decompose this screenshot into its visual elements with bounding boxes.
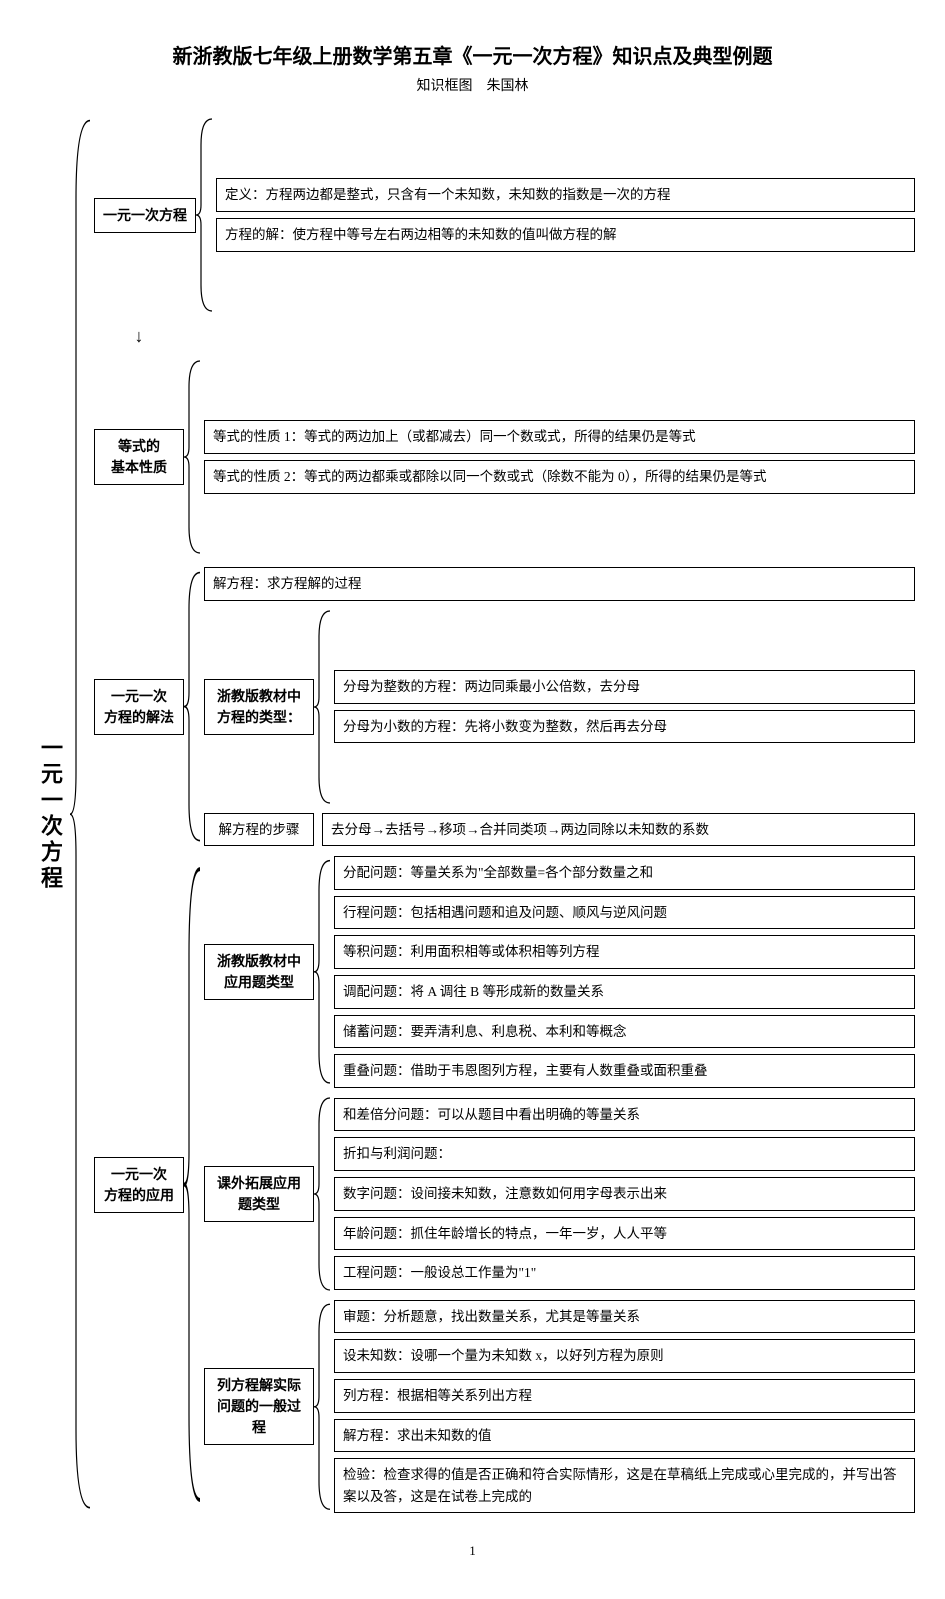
leaf-node: 解方程：求出未知数的值	[334, 1419, 915, 1453]
page-subtitle: 知识框图 朱国林	[30, 75, 915, 95]
leaf-node: 和差倍分问题：可以从题目中看出明确的等量关系	[334, 1098, 915, 1132]
leaf-node: 年龄问题：抓住年龄增长的特点，一年一岁，人人平等	[334, 1217, 915, 1251]
leaf-node: 审题：分析题意，找出数量关系，尤其是等量关系	[334, 1300, 915, 1334]
leaf-node: 解方程的步骤	[204, 813, 314, 847]
bracket-icon	[314, 856, 334, 1088]
leaf-node: 去分母→去括号→移项→合并同类项→两边同除以未知数的系数	[322, 813, 915, 847]
branch-node: 一元一次方程	[94, 198, 196, 233]
leaf-node: 解方程：求方程解的过程	[204, 567, 915, 601]
branch-node: 列方程解实际 问题的一般过 程	[204, 1368, 314, 1445]
leaf-node: 分配问题：等量关系为"全部数量=各个部分数量之和	[334, 856, 915, 890]
arrow-down-icon: ↓	[94, 327, 184, 345]
branch-node: 浙教版教材中 应用题类型	[204, 944, 314, 1000]
leaf-node: 定义：方程两边都是整式，只含有一个未知数，未知数的指数是一次的方程	[216, 178, 915, 212]
branch-node: 课外拓展应用 题类型	[204, 1166, 314, 1222]
leaf-node: 重叠问题：借助于韦恩图列方程，主要有人数重叠或面积重叠	[334, 1054, 915, 1088]
leaf-node: 分母为整数的方程：两边同乘最小公倍数，去分母	[334, 670, 915, 704]
subtitle-right: 朱国林	[487, 79, 529, 94]
bracket-icon	[184, 856, 204, 1513]
leaf-node: 设未知数：设哪一个量为未知数 x，以好列方程为原则	[334, 1339, 915, 1373]
branch-node: 等式的 基本性质	[94, 429, 184, 485]
root-bracket	[70, 115, 94, 1513]
bracket-icon	[314, 1300, 334, 1514]
leaf-node: 行程问题：包括相遇问题和追及问题、顺风与逆风问题	[334, 896, 915, 930]
leaf-node: 等式的性质 1：等式的两边加上（或都减去）同一个数或式，所得的结果仍是等式	[204, 420, 915, 454]
leaf-node: 等积问题：利用面积相等或体积相等列方程	[334, 935, 915, 969]
leaf-node: 工程问题：一般设总工作量为"1"	[334, 1256, 915, 1290]
subtitle-left: 知识框图	[417, 79, 473, 94]
leaf-node: 列方程：根据相等关系列出方程	[334, 1379, 915, 1413]
bracket-icon	[314, 607, 334, 807]
leaf-node: 检验：检查求得的值是否正确和符合实际情形，这是在草稿纸上完成或心里完成的，并写出…	[334, 1458, 915, 1513]
bracket-icon	[314, 1094, 334, 1294]
leaf-node: 等式的性质 2：等式的两边都乘或都除以同一个数或式（除数不能为 0），所得的结果…	[204, 460, 915, 494]
bracket-icon	[184, 567, 204, 846]
bracket-icon	[184, 357, 204, 557]
root-node: 一元一次方程	[30, 736, 70, 892]
branch-node: 浙教版教材中 方程的类型：	[204, 679, 314, 735]
leaf-node: 调配问题：将 A 调往 B 等形成新的数量关系	[334, 975, 915, 1009]
leaf-node: 数字问题：设间接未知数，注意数如何用字母表示出来	[334, 1177, 915, 1211]
leaf-node: 储蓄问题：要弄清利息、利息税、本利和等概念	[334, 1015, 915, 1049]
leaf-node: 分母为小数的方程：先将小数变为整数，然后再去分母	[334, 710, 915, 744]
knowledge-tree: 一元一次方程 一元一次方程定义：方程两边都是整式，只含有一个未知数，未知数的指数…	[30, 115, 915, 1513]
branch-node: 一元一次 方程的解法	[94, 679, 184, 735]
leaf-node: 方程的解：使方程中等号左右两边相等的未知数的值叫做方程的解	[216, 218, 915, 252]
bracket-icon	[196, 115, 216, 315]
page-title: 新浙教版七年级上册数学第五章《一元一次方程》知识点及典型例题	[30, 40, 915, 69]
leaf-node: 折扣与利润问题：	[334, 1137, 915, 1171]
page-number: 1	[30, 1543, 915, 1559]
branch-node: 一元一次 方程的应用	[94, 1157, 184, 1213]
